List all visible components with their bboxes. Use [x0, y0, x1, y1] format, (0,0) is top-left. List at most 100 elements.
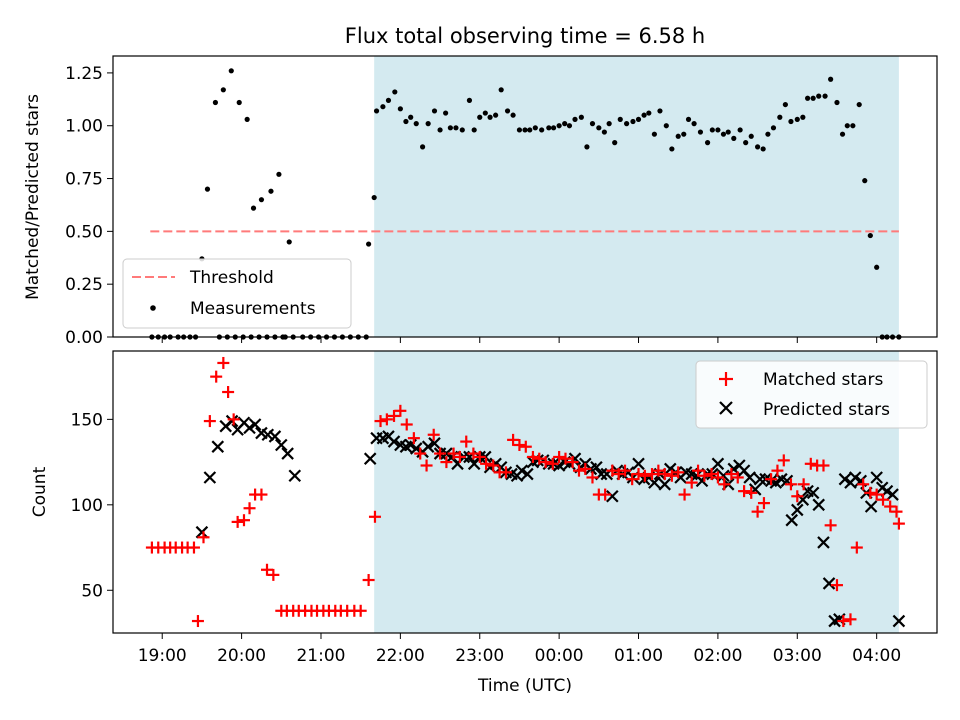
matched-point — [857, 478, 870, 491]
matched-point — [227, 413, 240, 426]
measurement-point — [800, 114, 806, 120]
legend-threshold-label: Threshold — [189, 268, 274, 288]
measurement-point — [510, 112, 516, 118]
predicted-point-stroke — [225, 414, 239, 428]
matched-point — [222, 386, 235, 399]
measurement-point — [606, 121, 612, 127]
predicted-point-stroke — [727, 462, 741, 476]
measurement-point — [482, 110, 488, 116]
measurement-point — [641, 112, 647, 118]
measurement-point — [413, 121, 419, 127]
predicted-point-stroke — [753, 472, 767, 486]
measurement-point — [612, 140, 618, 146]
predicted-point-stroke — [848, 471, 862, 484]
predicted-point — [806, 486, 820, 500]
measurement-point — [874, 264, 880, 270]
top-legend-box — [122, 258, 352, 329]
matched-point — [467, 447, 480, 460]
matched-point — [546, 457, 559, 470]
measurement-point — [487, 114, 493, 120]
bottom-y-tick-label: 100 — [71, 496, 103, 516]
matched-point — [420, 459, 433, 472]
measurement-point — [743, 140, 749, 146]
predicted-point-stroke — [428, 437, 441, 450]
measurement-point — [816, 93, 822, 99]
predicted-point-stroke — [663, 462, 677, 476]
measurement-point — [493, 112, 499, 118]
measurement-point — [788, 118, 794, 125]
predicted-point-stroke — [775, 472, 788, 486]
matched-point — [685, 476, 698, 489]
predicted-point — [711, 457, 725, 471]
measurement-point — [236, 99, 242, 106]
measurement-point — [617, 116, 623, 122]
predicted-point — [440, 447, 453, 460]
measurement-point — [657, 108, 663, 114]
matched-point — [672, 466, 685, 479]
measurement-point — [498, 87, 504, 93]
predicted-point-stroke — [886, 488, 899, 501]
predicted-point-stroke — [791, 503, 804, 517]
legend-matched-swatch — [719, 372, 733, 386]
predicted-point-stroke — [838, 472, 852, 486]
predicted-point-stroke — [812, 498, 825, 512]
matched-point — [380, 413, 393, 426]
measurement-point — [250, 205, 257, 211]
matched-point — [892, 517, 905, 530]
x-tick-label: 19:00 — [138, 646, 187, 666]
predicted-point — [288, 469, 302, 483]
predicted-point-stroke — [590, 460, 603, 474]
measurement-point — [748, 133, 754, 139]
measurement-point — [844, 123, 850, 129]
top-y-tick-label: 0.00 — [65, 328, 103, 348]
measurement-point — [663, 123, 669, 129]
predicted-point — [817, 536, 830, 549]
measurement-point — [380, 104, 386, 110]
x-tick-label: 02:00 — [693, 646, 742, 666]
predicted-point — [363, 452, 377, 465]
predicted-point-stroke — [870, 471, 883, 484]
matched-point — [261, 563, 274, 576]
matched-point — [850, 541, 863, 554]
matched-point — [480, 457, 493, 470]
predicted-point — [421, 440, 435, 453]
measurement-point — [765, 131, 771, 137]
top-y-tick-label: 0.25 — [65, 275, 103, 295]
matched-point — [460, 435, 473, 448]
matched-point — [217, 356, 230, 369]
matched-point — [837, 615, 850, 628]
matched-point — [711, 471, 724, 484]
measurement-point — [770, 125, 777, 131]
predicted-point-stroke — [737, 464, 751, 477]
predicted-point-stroke — [552, 459, 566, 472]
legend-measurements-label: Measurements — [190, 299, 316, 319]
measurement-point — [419, 144, 426, 150]
predicted-point — [428, 437, 441, 450]
matched-point — [692, 464, 705, 477]
predicted-point — [864, 500, 878, 513]
measurement-point — [867, 232, 873, 239]
matched-points — [145, 356, 905, 628]
legend-predicted-label: Predicted stars — [763, 400, 890, 420]
measurement-point — [828, 76, 834, 82]
measurement-point — [539, 127, 545, 133]
matched-point — [197, 531, 210, 544]
legend-measurements-swatch — [150, 305, 156, 311]
matched-point — [243, 502, 256, 515]
matched-point — [698, 469, 711, 482]
predicted-point-stroke — [363, 452, 377, 465]
measurement-point — [403, 118, 409, 125]
matched-point — [731, 471, 744, 484]
predicted-point-stroke — [648, 476, 661, 489]
predicted-point-stroke — [864, 500, 878, 513]
measurement-point — [601, 129, 607, 135]
measurement-point — [646, 110, 652, 116]
predicted-point — [590, 460, 603, 474]
matched-point — [255, 488, 268, 501]
matched-point — [473, 450, 486, 463]
legend-predicted-swatch — [719, 401, 733, 415]
matched-point — [870, 488, 883, 501]
bottom-legend-box — [695, 360, 928, 429]
predicted-point — [648, 476, 661, 489]
predicted-point-stroke — [288, 469, 302, 483]
